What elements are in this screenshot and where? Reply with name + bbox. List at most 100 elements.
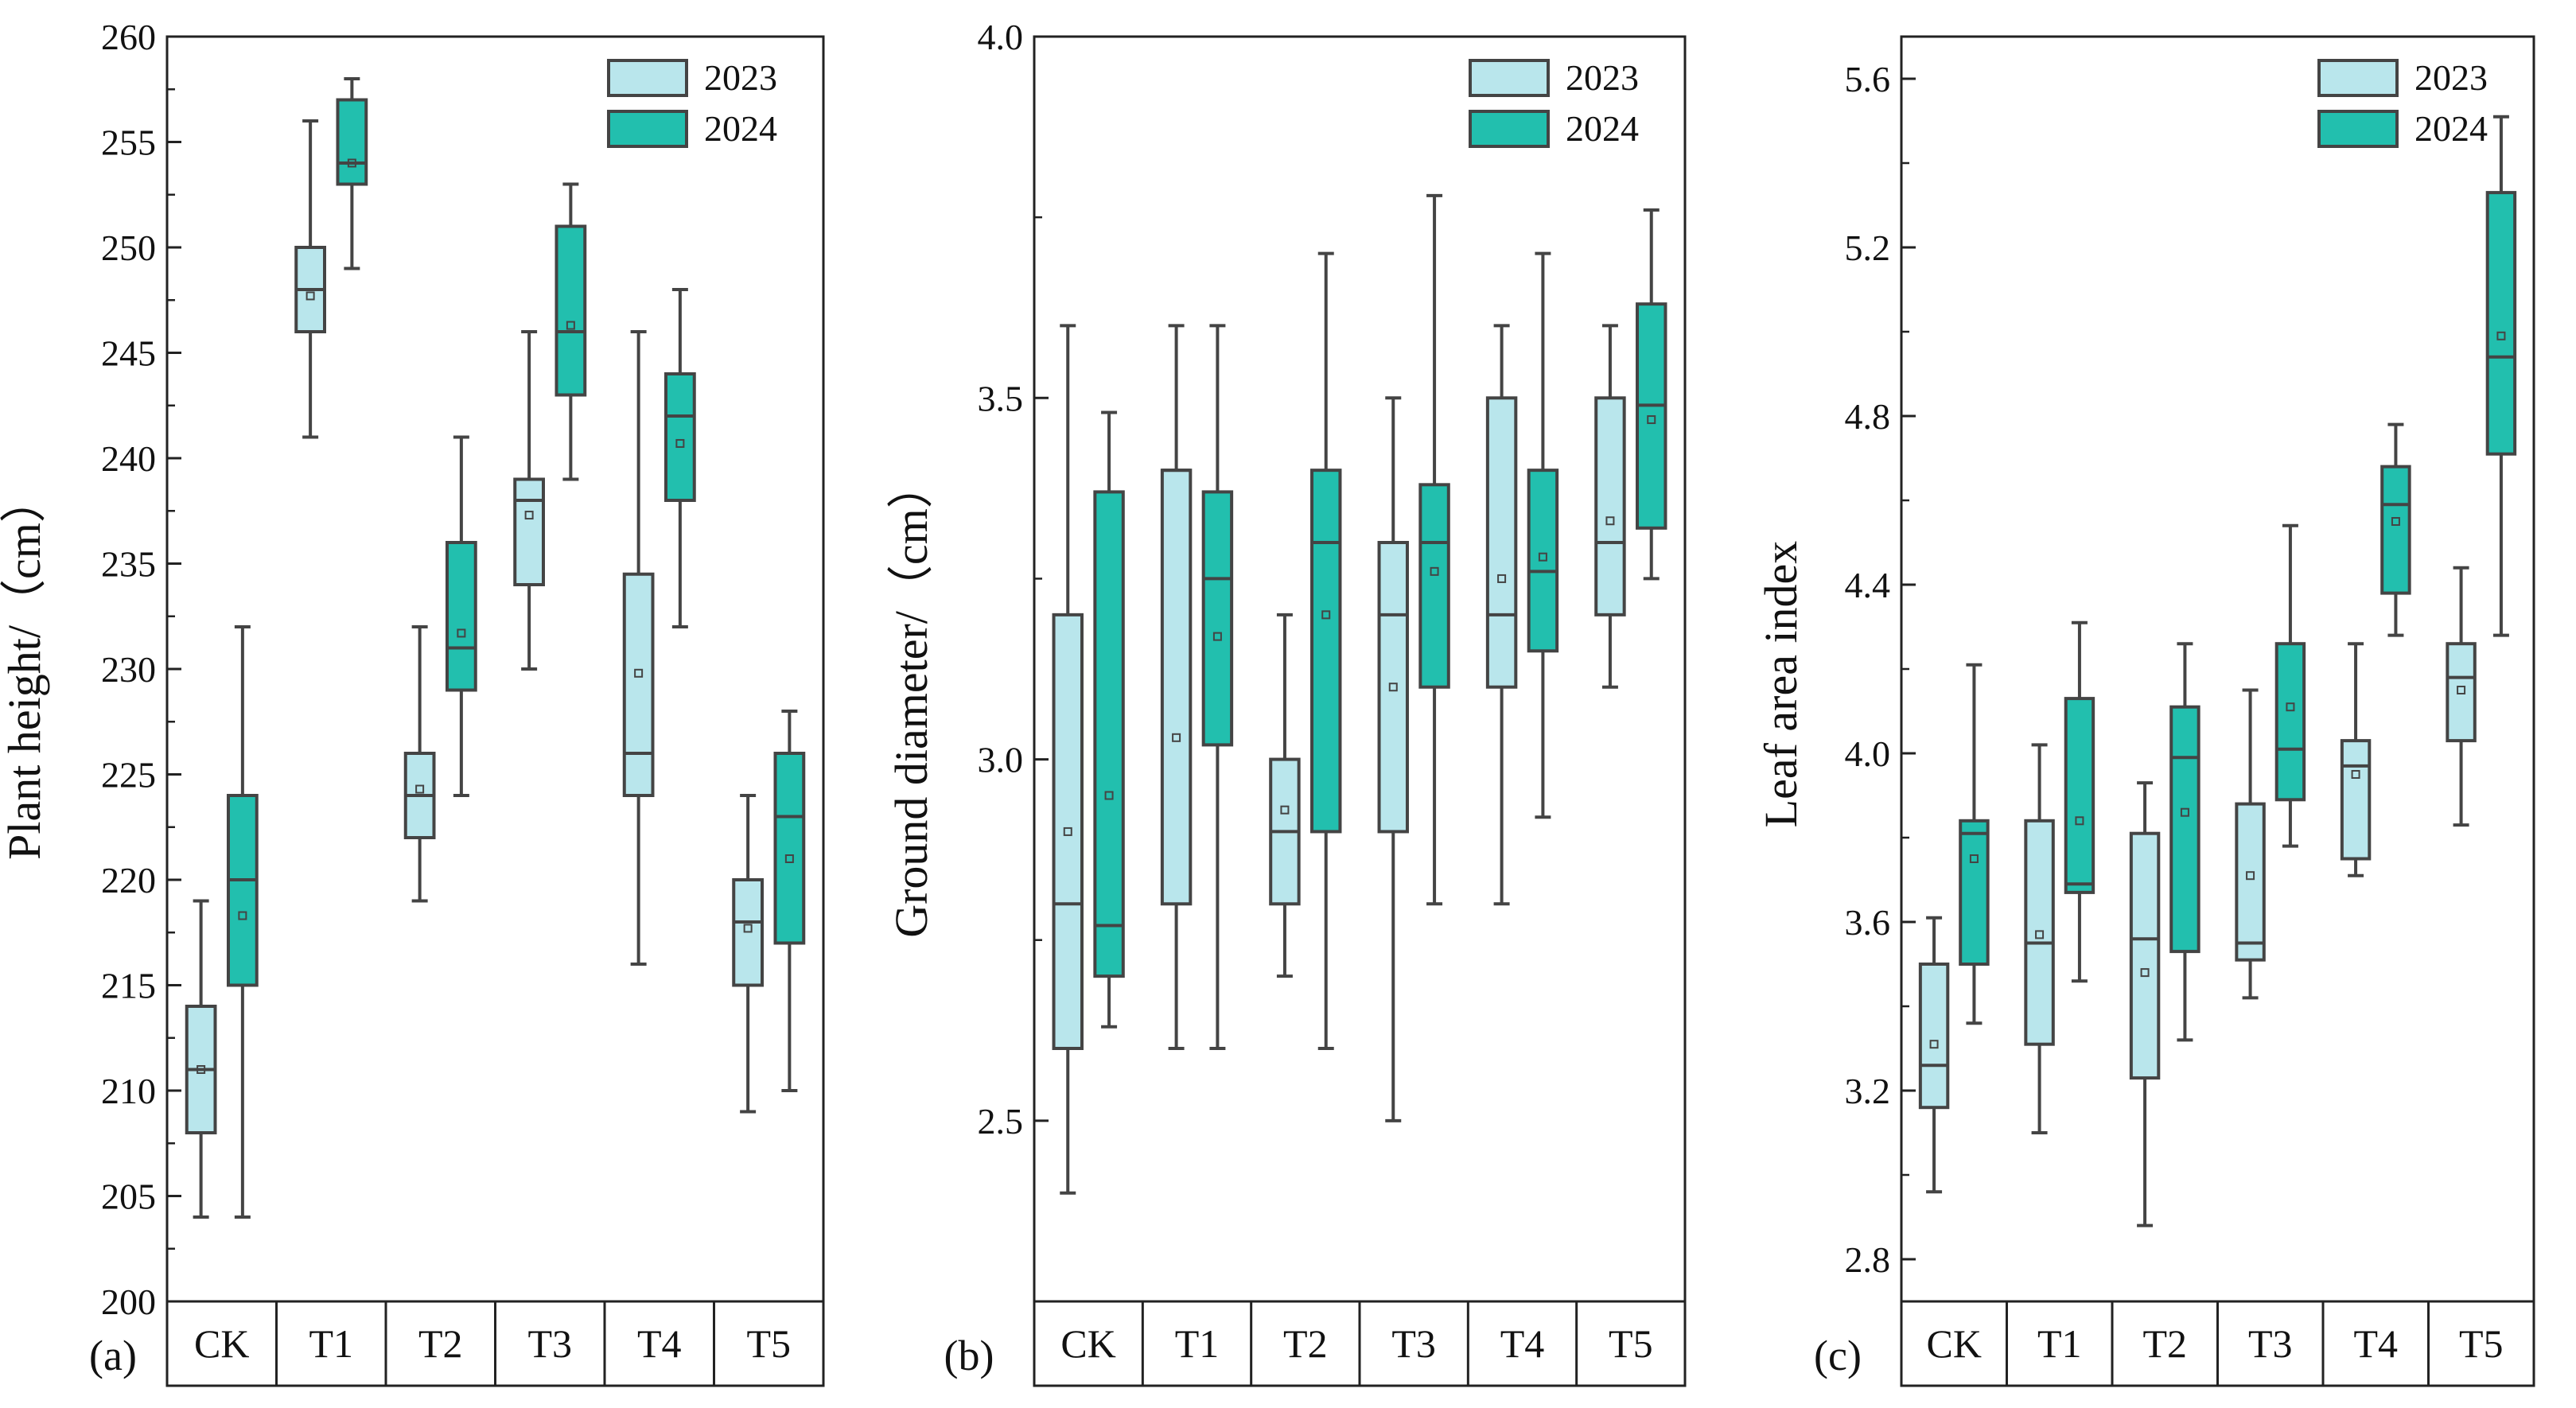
box-2024-T3 [555, 182, 587, 481]
box-2023-T2 [403, 625, 436, 903]
mean-marker [2180, 807, 2189, 817]
mean-marker [2075, 816, 2084, 826]
mean-marker [457, 628, 466, 638]
box-2024-T4 [664, 288, 696, 628]
y-tick-label: 4.0 [1845, 733, 1891, 774]
legend-swatch-2024 [607, 110, 688, 148]
box-body [555, 224, 587, 397]
box-body [2340, 739, 2372, 861]
panel-b: 2.5 3.0 3.5 4.0 Ground diameter/（cm） (b) CK T1 T… [885, 17, 1687, 1387]
panel-label: (a) [89, 1332, 137, 1379]
y-tick-label: 240 [101, 438, 156, 479]
category-label: T3 [1391, 1321, 1436, 1366]
mean-marker [2496, 331, 2506, 340]
mean-marker [1605, 516, 1615, 526]
plot-frame [165, 35, 825, 1303]
panel-label: (c) [1814, 1332, 1862, 1379]
box-2024-T2 [1310, 251, 1342, 1050]
box-body [622, 572, 655, 797]
box-2024-T3 [2274, 523, 2306, 848]
box-body [732, 878, 764, 987]
mean-marker [1538, 552, 1547, 562]
box-2023-T4 [622, 330, 655, 966]
box-2023-T2 [1269, 613, 1301, 978]
box-2023-T1 [1160, 324, 1193, 1050]
box-2024-T4 [1527, 251, 1559, 819]
y-tick-label: 4.0 [978, 17, 1024, 57]
box-2023-T3 [513, 330, 545, 671]
y-tick-label: 3.2 [1845, 1071, 1891, 1111]
box-2023-CK [1052, 324, 1084, 1195]
box-2023-T1 [294, 119, 326, 439]
category-label: T5 [2459, 1321, 2504, 1366]
y-tick-label: 205 [101, 1177, 156, 1217]
box-body [1160, 469, 1193, 906]
box-2023-T5 [1594, 324, 1626, 689]
box-body [336, 98, 368, 186]
mean-marker [2246, 871, 2255, 881]
y-tick-label: 255 [101, 123, 156, 163]
box-body [2024, 819, 2055, 1046]
box-2024-T1 [336, 77, 368, 270]
box-body [1310, 469, 1342, 834]
panel-c: 2.8 3.2 3.6 4.0 4.4 4.8 5.2 5.6 Leaf area index (… [1755, 35, 2535, 1387]
box-2023-T4 [1485, 324, 1518, 906]
legend-label: 2023 [1566, 57, 1639, 98]
mean-marker [1929, 1040, 1939, 1049]
box-2024-T1 [1201, 324, 1234, 1050]
box-2024-CK [227, 625, 259, 1219]
y-tick-label: 2.8 [1845, 1239, 1891, 1280]
y-tick-label: 225 [101, 755, 156, 795]
mean-marker [1172, 733, 1181, 742]
box-2023-T3 [2235, 688, 2266, 1000]
mean-marker [566, 321, 575, 330]
y-tick-label: 3.6 [1845, 902, 1891, 943]
y-tick-label: 3.5 [978, 378, 1024, 418]
y-tick-label: 260 [101, 17, 156, 57]
box-body [2064, 697, 2095, 894]
y-tick-label: 245 [101, 333, 156, 374]
mean-marker [1388, 683, 1398, 692]
category-label: CK [1060, 1321, 1115, 1366]
y-tick-label: 215 [101, 966, 156, 1006]
mean-marker [305, 291, 315, 301]
box-body [1418, 483, 1450, 689]
box-body [1959, 819, 1990, 967]
box-2023-T4 [2340, 642, 2372, 877]
category-label: T2 [418, 1321, 463, 1366]
legend: 2023 2024 [2317, 57, 2488, 149]
legend-label: 2023 [2415, 57, 2488, 98]
box-2023-T3 [1377, 396, 1409, 1122]
box-2023-T1 [2024, 743, 2055, 1134]
mean-marker [2457, 686, 2466, 694]
box-body [664, 372, 696, 502]
y-tick-label: 4.8 [1845, 396, 1891, 437]
mean-marker [524, 511, 534, 520]
mean-marker [415, 784, 425, 794]
category-label: T2 [2142, 1321, 2187, 1366]
box-body [227, 794, 259, 987]
category-label: CK [1927, 1321, 1982, 1366]
mean-marker [2391, 517, 2400, 526]
y-tick-label: 5.6 [1845, 59, 1891, 99]
legend-swatch-2023 [2317, 59, 2399, 97]
legend-label: 2023 [704, 57, 777, 98]
y-axis-label: Leaf area index [1755, 541, 1807, 828]
mean-marker [347, 158, 356, 168]
mean-marker [1969, 854, 1979, 863]
panel-a: 200 205 210 215 220 225 230 235 240 245 250 255 260 P… [0, 17, 825, 1387]
category-label: T2 [1283, 1321, 1328, 1366]
mean-marker [1497, 574, 1507, 583]
y-tick-label: 220 [101, 860, 156, 900]
y-axis-label: Ground diameter/（cm） [885, 462, 937, 938]
category-label: CK [194, 1321, 249, 1366]
category-label: T5 [746, 1321, 791, 1366]
mean-marker [1063, 827, 1072, 836]
legend-swatch-2024 [2317, 110, 2399, 148]
box-2024-T1 [2064, 620, 2095, 983]
legend-label: 2024 [704, 108, 777, 149]
mean-marker [1430, 566, 1439, 576]
legend: 2023 2024 [1469, 57, 1639, 149]
box-body [1052, 613, 1084, 1050]
